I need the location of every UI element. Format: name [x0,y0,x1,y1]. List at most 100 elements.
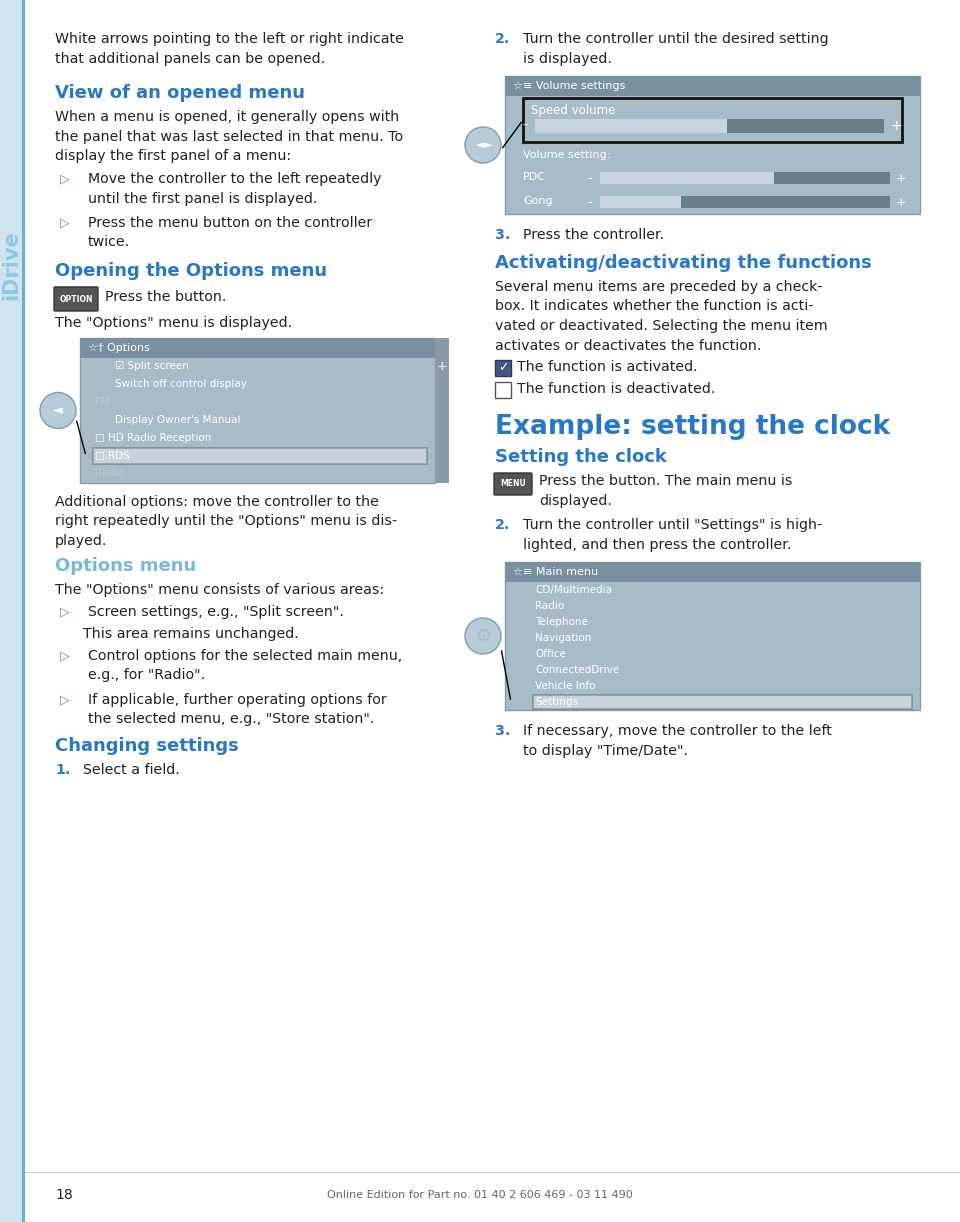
Text: iDrive: iDrive [1,230,21,299]
Text: Opening the Options menu: Opening the Options menu [55,262,327,280]
Text: The "Options" menu is displayed.: The "Options" menu is displayed. [55,316,292,330]
Bar [495,382,511,398]
Bar [600,172,774,185]
Text: Display Owner's Manual: Display Owner's Manual [115,414,241,425]
Text: Speed volume: Speed volume [531,104,615,117]
Text: ▷: ▷ [60,693,70,706]
Circle shape [465,127,501,163]
Text: Press the button.: Press the button. [105,290,227,304]
Text: 2.: 2. [495,518,511,532]
Text: Press the controller.: Press the controller. [523,229,664,242]
Text: White arrows pointing to the left or right indicate
that additional panels can b: White arrows pointing to the left or rig… [55,32,404,66]
Text: Radio: Radio [535,601,564,611]
Text: Settings: Settings [535,697,578,706]
Bar [93,448,427,464]
Text: Gong: Gong [523,196,553,207]
Text: The "Options" menu consists of various areas:: The "Options" menu consists of various a… [55,583,384,598]
Text: 2.: 2. [495,32,511,46]
Text: Turn the controller until "Settings" is high-
lighted, and then press the contro: Turn the controller until "Settings" is … [523,518,823,551]
Text: Setting the clock: Setting the clock [495,448,667,466]
Text: Additional options: move the controller to the
right repeatedly until the "Optio: Additional options: move the controller … [55,495,397,547]
Text: Radio: Radio [95,468,124,478]
Text: ☆≡ Volume settings: ☆≡ Volume settings [513,81,625,90]
Text: ◄: ◄ [476,141,484,150]
Text: ✓: ✓ [497,362,508,374]
Text: Activating/deactivating the functions: Activating/deactivating the functions [495,254,872,273]
Text: The function is activated.: The function is activated. [517,360,698,374]
Text: -: - [588,197,592,209]
Text: When a menu is opened, it generally opens with
the panel that was last selected : When a menu is opened, it generally open… [55,110,403,163]
Text: If applicable, further operating options for
the selected menu, e.g., "Store sta: If applicable, further operating options… [88,693,387,727]
FancyBboxPatch shape [494,473,532,495]
Bar [523,98,902,142]
Text: Vehicle Info: Vehicle Info [535,681,595,690]
Text: Press the button. The main menu is
displayed.: Press the button. The main menu is displ… [539,474,792,507]
Text: CD/Multimedia: CD/Multimedia [535,585,612,595]
Circle shape [40,392,76,429]
Text: ◄: ◄ [53,404,62,417]
Text: +: + [896,197,906,209]
Text: Navigation: Navigation [535,633,591,643]
Text: 3.: 3. [495,229,511,242]
Text: Volume setting:: Volume setting: [523,150,611,160]
Text: 1.: 1. [55,763,70,777]
Text: PDC: PDC [523,172,546,182]
Text: ☆† Options: ☆† Options [88,343,150,353]
Text: OPTION: OPTION [60,295,93,303]
Text: Online Edition for Part no. 01 40 2 606 469 - 03 11 490: Online Edition for Part no. 01 40 2 606 … [327,1190,633,1200]
Text: +: + [890,119,901,133]
Text: MENU: MENU [500,479,526,489]
Text: ▷: ▷ [60,216,70,229]
Text: This area remains unchanged.: This area remains unchanged. [83,627,299,642]
Bar [600,172,890,185]
Text: The function is deactivated.: The function is deactivated. [517,382,715,396]
Text: View of an opened menu: View of an opened menu [55,84,305,101]
Text: ⚙: ⚙ [474,627,492,645]
Text: Changing settings: Changing settings [55,737,239,755]
Bar [495,360,511,376]
Bar [435,338,449,483]
Text: Screen settings, e.g., "Split screen".: Screen settings, e.g., "Split screen". [88,605,344,620]
Text: Press the menu button on the controller
twice.: Press the menu button on the controller … [88,216,372,249]
Bar [535,119,884,133]
Text: Several menu items are preceded by a check-
box. It indicates whether the functi: Several menu items are preceded by a che… [495,280,828,352]
Text: ▷: ▷ [60,172,70,185]
Bar [533,695,912,709]
Text: ConnectedDrive: ConnectedDrive [535,665,619,675]
Text: ▷: ▷ [60,649,70,662]
Text: 1.: 1. [495,474,511,489]
Text: Turn the controller until the desired setting
is displayed.: Turn the controller until the desired se… [523,32,828,66]
Bar [22,0,25,1222]
Text: 18: 18 [55,1188,73,1202]
Text: FM: FM [95,397,109,407]
FancyBboxPatch shape [54,287,98,312]
Bar [505,76,920,214]
Text: □ RDS: □ RDS [95,451,130,461]
Bar [600,196,682,208]
Bar [0,0,22,1222]
Text: Telephone: Telephone [535,617,588,627]
Text: -: - [522,119,527,133]
Text: ☆≡ Main menu: ☆≡ Main menu [513,567,598,577]
Text: 3.: 3. [495,723,511,738]
Bar [505,562,920,710]
Text: +: + [437,359,447,373]
Text: Select a field.: Select a field. [83,763,180,777]
Bar [80,338,435,358]
Text: Move the controller to the left repeatedly
until the first panel is displayed.: Move the controller to the left repeated… [88,172,381,205]
Text: □ HD Radio Reception: □ HD Radio Reception [95,433,211,442]
Text: If necessary, move the controller to the left
to display "Time/Date".: If necessary, move the controller to the… [523,723,832,758]
Text: ▷: ▷ [60,605,70,618]
Text: Office: Office [535,649,565,659]
Bar [600,196,890,208]
Bar [22,1172,25,1222]
Bar [535,119,727,133]
Text: Control options for the selected main menu,
e.g., for "Radio".: Control options for the selected main me… [88,649,402,683]
Bar [505,76,920,97]
Text: ☑ Split screen: ☑ Split screen [115,362,189,371]
Text: Switch off control display: Switch off control display [115,379,247,389]
Text: Example: setting the clock: Example: setting the clock [495,414,890,440]
Text: +: + [896,172,906,186]
Text: -: - [588,172,592,186]
Bar [505,562,920,582]
